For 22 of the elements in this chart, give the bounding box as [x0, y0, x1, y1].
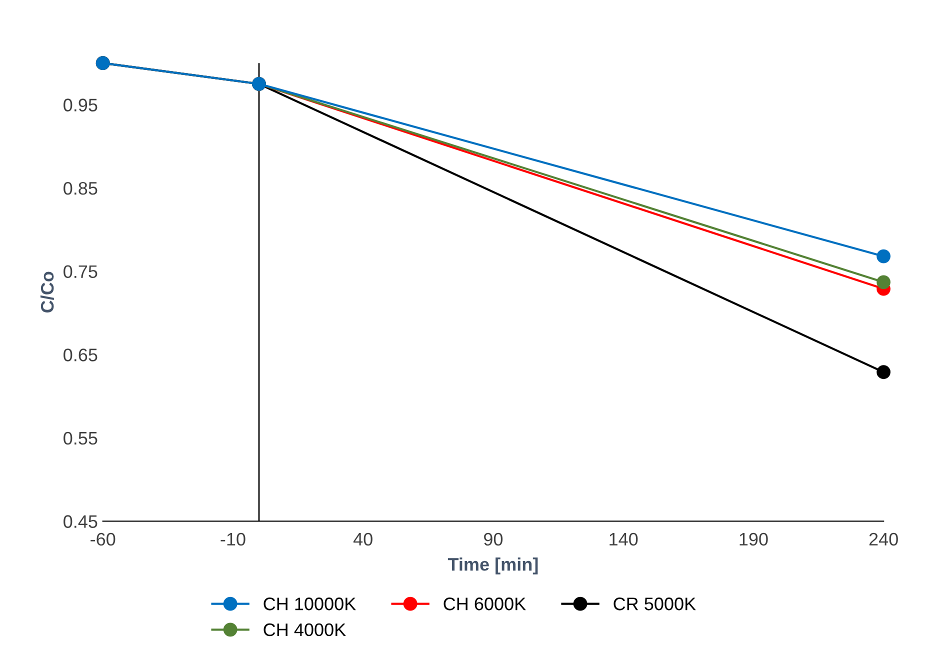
- y-tick-label: 0.45: [64, 515, 98, 528]
- x-tick-label: -60: [90, 532, 116, 546]
- y-tick-label: 0.95: [64, 98, 98, 112]
- y-tick-label: 0.65: [64, 348, 98, 362]
- x-axis-title: Time [min]: [448, 558, 538, 574]
- point: [876, 365, 891, 380]
- x-tick-label: -10: [220, 532, 246, 546]
- point: [876, 249, 891, 264]
- legend-label: CH 6000K: [444, 598, 526, 610]
- point: [876, 275, 891, 290]
- legend-label: CR 5000K: [614, 598, 696, 610]
- legend-label: CH 10000K: [264, 598, 356, 610]
- x-tick-label: 90: [484, 532, 503, 546]
- x-tick-label: 40: [353, 532, 372, 546]
- y-tick-label: 0.55: [64, 432, 98, 445]
- legend-label: CH 4000K: [264, 623, 346, 636]
- x-tick-label: 140: [610, 532, 638, 546]
- y-tick-label: 0.75: [64, 265, 98, 278]
- y-tick-label: 0.85: [64, 182, 98, 195]
- x-tick-label: 240: [869, 532, 898, 546]
- x-tick-label: 190: [740, 532, 768, 546]
- y-axis-title: C/Co: [40, 272, 54, 312]
